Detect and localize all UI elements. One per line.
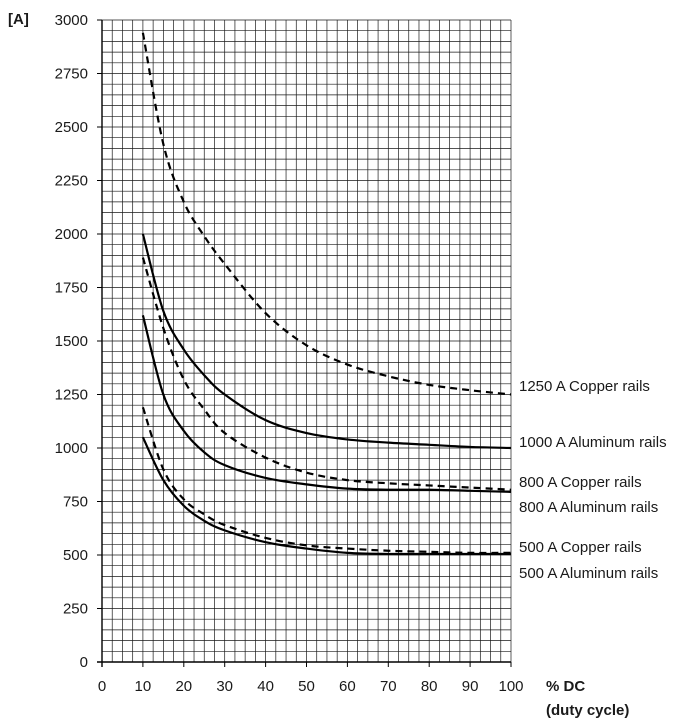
series-label-1: 1250 A Copper rails — [519, 378, 650, 395]
y-tick-label: 1250 — [55, 387, 88, 404]
series-line-3 — [141, 257, 512, 491]
series-label-2: 1000 A Aluminum rails — [519, 434, 667, 451]
series-line-5 — [141, 406, 512, 555]
y-tick-label: 1000 — [55, 440, 88, 457]
x-tick-label: 100 — [498, 678, 523, 695]
y-axis-label: [A] — [8, 11, 29, 28]
y-tick-label: 3000 — [55, 12, 88, 29]
series-label-5: 500 A Copper rails — [519, 539, 642, 556]
series-labels: 1250 A Copper rails 1000 A Aluminum rails… — [519, 378, 667, 582]
x-tick-label: 80 — [421, 678, 438, 695]
x-tick-label: 20 — [175, 678, 192, 695]
series-line-4 — [141, 315, 512, 493]
x-tick-label: 0 — [98, 678, 106, 695]
x-tick-label: 50 — [298, 678, 315, 695]
y-tick-label: 2250 — [55, 173, 88, 190]
x-tick-label: 70 — [380, 678, 397, 695]
x-tick-labels: 0 10 20 30 40 50 60 70 80 90 100 — [98, 662, 524, 695]
series-lines — [141, 32, 512, 556]
y-tick-label: 0 — [80, 654, 88, 671]
grid — [101, 19, 512, 663]
y-tick-label: 750 — [63, 494, 88, 511]
series-line-1 — [141, 32, 512, 396]
y-tick-label: 500 — [63, 547, 88, 564]
y-tick-labels: 0 250 500 750 1000 1250 1500 1750 2000 2250 2500 27… — [55, 12, 102, 671]
y-tick-label: 2000 — [55, 226, 88, 243]
x-tick-label: 30 — [216, 678, 233, 695]
series-label-3: 800 A Copper rails — [519, 474, 642, 491]
y-tick-label: 2500 — [55, 119, 88, 136]
series-label-4: 800 A Aluminum rails — [519, 499, 658, 516]
x-tick-label: 90 — [462, 678, 479, 695]
y-tick-label: 1750 — [55, 280, 88, 297]
axes — [97, 20, 511, 667]
x-tick-label: 40 — [257, 678, 274, 695]
y-tick-label: 1500 — [55, 333, 88, 350]
y-tick-label: 250 — [63, 601, 88, 618]
x-tick-label: 10 — [135, 678, 152, 695]
series-label-6: 500 A Aluminum rails — [519, 565, 658, 582]
x-tick-label: 60 — [339, 678, 356, 695]
series-line-2 — [141, 233, 512, 450]
y-tick-label: 2750 — [55, 66, 88, 83]
x-axis-label: % DC — [546, 678, 585, 695]
x-axis-sublabel: (duty cycle) — [546, 702, 629, 719]
series-line-6 — [141, 436, 511, 556]
